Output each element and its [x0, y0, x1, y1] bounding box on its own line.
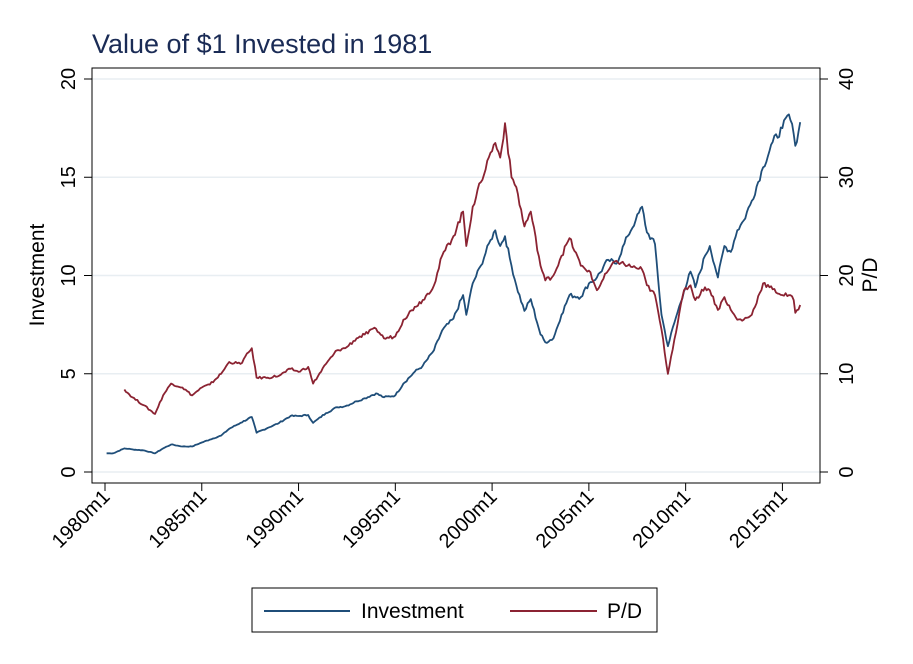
y-left-tick-label-1: 5 — [58, 368, 80, 379]
x-tick-label-5: 2005m1 — [532, 486, 599, 553]
legend: Investment P/D — [251, 587, 658, 633]
y-left-tick-label-3: 15 — [58, 166, 80, 188]
series-line-investment — [106, 113, 802, 455]
legend-investment-label: Investment — [361, 600, 464, 623]
y-axis-right-title: P/D — [859, 257, 882, 292]
x-tick-label-3: 1995m1 — [338, 486, 405, 553]
legend-pd-label: P/D — [607, 600, 642, 623]
series-group — [106, 113, 802, 455]
x-tick-label-2: 1990m1 — [241, 486, 308, 553]
y-left-tick-label-0: 0 — [58, 466, 80, 477]
y-left-tick-label-2: 10 — [58, 264, 80, 286]
series-line-pd — [123, 122, 802, 415]
x-axis: 1980m1 1985m1 1990m1 1995m1 2000m1 2005m1 2010… — [48, 483, 792, 553]
y-left-tick-label-4: 20 — [58, 68, 80, 90]
y-axis-left-title: Investment — [26, 223, 49, 326]
x-tick-label-6: 2010m1 — [629, 486, 696, 553]
y-right-tick-label-0: 0 — [836, 466, 858, 477]
x-tick-label-1: 1985m1 — [145, 486, 212, 553]
x-tick-label-0: 1980m1 — [48, 486, 115, 553]
chart-title: Value of $1 Invested in 1981 — [92, 29, 432, 59]
y-right-tick-label-4: 40 — [836, 68, 858, 90]
x-tick-label-7: 2015m1 — [725, 486, 792, 553]
y-axis-right: 0 10 20 30 40 — [820, 68, 858, 478]
grid — [92, 78, 820, 473]
y-right-tick-label-3: 30 — [836, 166, 858, 188]
y-right-tick-label-1: 10 — [836, 363, 858, 385]
y-right-tick-label-2: 20 — [836, 264, 858, 286]
x-tick-label-4: 2000m1 — [435, 486, 502, 553]
y-axis-left: 0 5 10 15 20 — [58, 68, 92, 478]
